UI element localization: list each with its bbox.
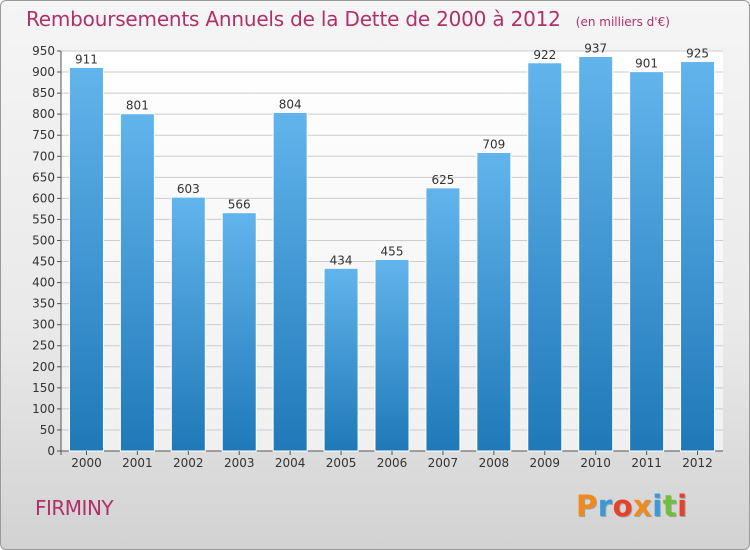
y-tick-label: 150 (32, 381, 55, 395)
bar (221, 212, 257, 452)
x-tick-label: 2004 (275, 456, 306, 470)
y-tick-label: 350 (32, 297, 55, 311)
bar (170, 196, 206, 452)
bar-value-label: 709 (482, 137, 505, 151)
y-tick-label: 600 (32, 191, 55, 205)
bar (680, 61, 716, 452)
x-tick-label: 2001 (122, 456, 153, 470)
y-tick-label: 400 (32, 276, 55, 290)
bar (578, 55, 614, 452)
x-tick-label: 2005 (326, 456, 357, 470)
y-tick-label: 100 (32, 402, 55, 416)
x-tick-label: 2007 (428, 456, 459, 470)
y-tick-label: 900 (32, 65, 55, 79)
bar (119, 113, 155, 452)
y-tick-label: 650 (32, 170, 55, 184)
bar-value-label: 801 (126, 99, 149, 113)
bar-value-label: 937 (584, 41, 607, 55)
x-tick-label: 2009 (529, 456, 560, 470)
logo-letter: i (677, 489, 688, 523)
x-tick-label: 2006 (377, 456, 408, 470)
logo-letter: i (652, 489, 663, 523)
chart-subtitle: (en milliers d'€) (575, 15, 670, 29)
y-tick-label: 250 (32, 339, 55, 353)
bar-value-label: 625 (431, 173, 454, 187)
y-tick-label: 700 (32, 149, 55, 163)
x-tick-label: 2012 (682, 456, 713, 470)
bar (68, 66, 104, 452)
bar-value-label: 925 (686, 47, 709, 61)
y-tick-label: 200 (32, 360, 55, 374)
bar (374, 258, 410, 452)
y-tick-label: 500 (32, 233, 55, 247)
proxiti-logo: Proxiti (576, 489, 688, 523)
x-tick-label: 2003 (224, 456, 255, 470)
logo-letter: r (597, 489, 613, 523)
bar (527, 62, 563, 452)
bar-value-label: 922 (533, 48, 556, 62)
logo-letter: o (612, 489, 634, 523)
bar (272, 111, 308, 452)
chart-title: Remboursements Annuels de la Dette de 20… (26, 7, 561, 31)
bar (476, 151, 512, 452)
bar-value-label: 566 (228, 198, 251, 212)
x-tick-label: 2002 (173, 456, 204, 470)
chart-title-block: Remboursements Annuels de la Dette de 20… (26, 7, 670, 31)
y-tick-label: 800 (32, 107, 55, 121)
y-tick-label: 0 (47, 444, 55, 458)
bar-value-label: 901 (635, 57, 658, 71)
x-tick-label: 2011 (631, 456, 662, 470)
logo-letter: P (576, 489, 598, 523)
y-tick-label: 50 (40, 423, 55, 437)
logo-letter: x (633, 489, 653, 523)
x-tick-label: 2010 (580, 456, 611, 470)
y-tick-label: 850 (32, 86, 55, 100)
bar-value-label: 434 (330, 253, 353, 267)
bar (425, 187, 461, 452)
y-tick-label: 950 (32, 44, 55, 58)
bar-value-label: 603 (177, 182, 200, 196)
y-tick-label: 550 (32, 212, 55, 226)
city-name: FIRMINY (35, 496, 114, 520)
bar-value-label: 911 (75, 52, 98, 66)
bar-value-label: 455 (381, 244, 404, 258)
logo-letter: t (662, 489, 678, 523)
x-tick-label: 2008 (479, 456, 510, 470)
y-tick-label: 750 (32, 128, 55, 142)
bar (629, 71, 665, 452)
y-tick-label: 450 (32, 255, 55, 269)
y-tick-label: 300 (32, 318, 55, 332)
x-tick-label: 2000 (71, 456, 102, 470)
bar (323, 267, 359, 452)
bar-value-label: 804 (279, 97, 302, 111)
